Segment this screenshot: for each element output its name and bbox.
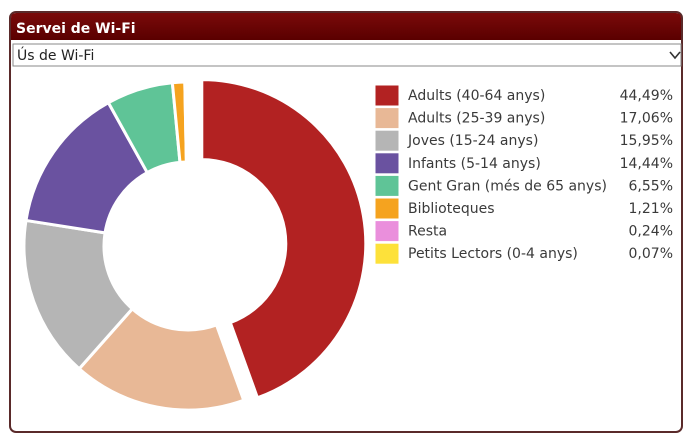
- legend-value: 44,49%: [620, 88, 673, 104]
- legend-value: 0,07%: [629, 246, 673, 262]
- legend-label: Gent Gran (més de 65 anys): [408, 178, 607, 194]
- panel-title: Servei de Wi-Fi: [16, 21, 136, 37]
- legend-label: Biblioteques: [408, 201, 495, 217]
- panel-header: [11, 13, 681, 40]
- donut-slice: [77, 307, 246, 412]
- legend-swatch: [374, 220, 400, 243]
- legend-value: 14,44%: [620, 156, 673, 172]
- donut-chart: Adults (40-64 anys) 44,49% Adults (25-39 a…: [22, 78, 673, 412]
- legend-swatch: [374, 84, 400, 107]
- legend-swatch: [374, 197, 400, 220]
- legend-label: Infants (5-14 anys): [408, 156, 541, 172]
- legend-swatch: [374, 242, 400, 265]
- legend-label: Adults (40-64 anys): [408, 88, 545, 104]
- legend-swatch: [374, 107, 400, 130]
- legend-swatch: [374, 174, 400, 197]
- legend-value: 15,95%: [620, 133, 673, 149]
- legend-value: 6,55%: [629, 178, 673, 194]
- legend-label: Joves (15-24 anys): [407, 133, 538, 149]
- donut-slice: [185, 80, 190, 164]
- dropdown-chevron[interactable]: [669, 51, 681, 60]
- legend-value: 0,24%: [629, 224, 673, 240]
- dropdown-value[interactable]: Ús de Wi-Fi: [17, 46, 94, 64]
- legend-value: 17,06%: [620, 111, 673, 127]
- legend-swatch: [374, 129, 400, 152]
- donut-slice: [200, 78, 368, 400]
- legend-label: Adults (25-39 anys): [408, 111, 545, 127]
- legend-value: 1,21%: [629, 201, 673, 217]
- dropdown[interactable]: [12, 43, 682, 67]
- legend-label: Resta: [408, 224, 447, 240]
- legend-swatch: [374, 152, 400, 175]
- legend-label: Petits Lectors (0-4 anys): [408, 246, 578, 262]
